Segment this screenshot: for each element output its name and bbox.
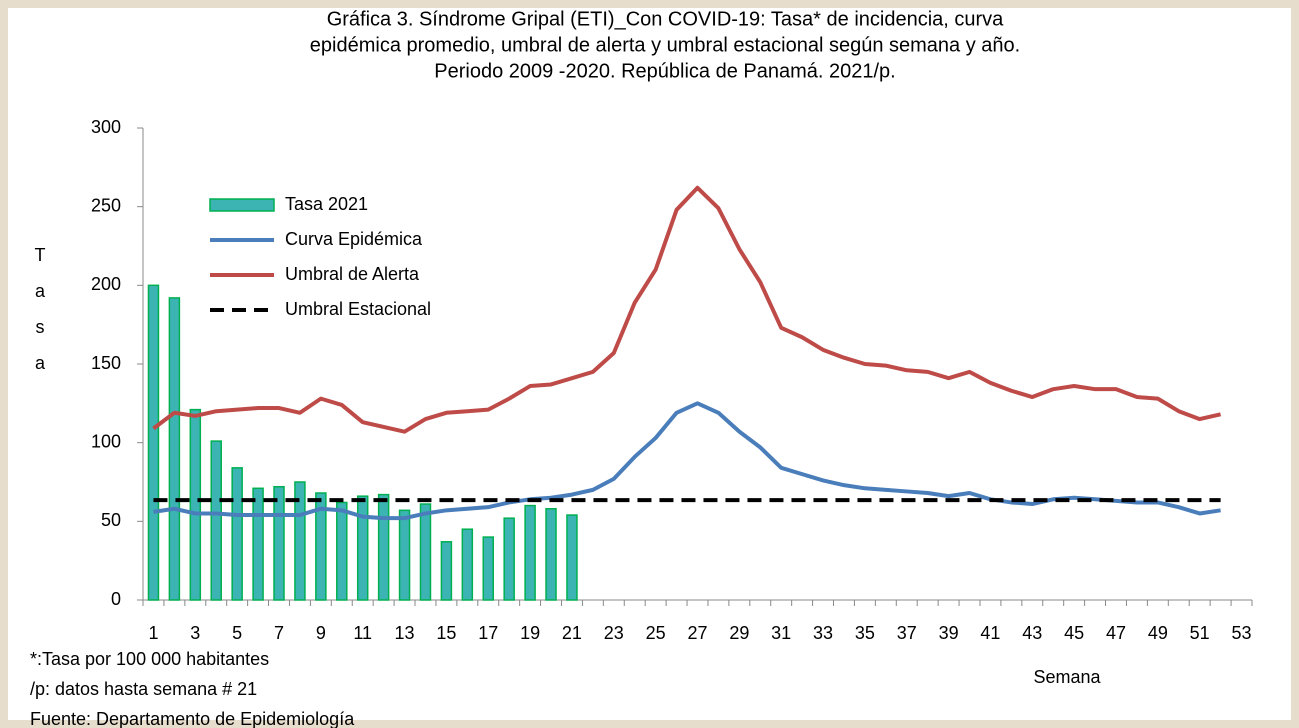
- y-tick-label: 100: [91, 431, 121, 451]
- legend-label: Curva Epidémica: [285, 229, 423, 249]
- bar: [210, 440, 222, 601]
- x-tick-label: 9: [316, 623, 326, 643]
- bar: [356, 495, 369, 601]
- bar: [440, 541, 453, 601]
- bar: [294, 481, 306, 601]
- x-tick-label: 3: [190, 623, 200, 643]
- legend-label: Umbral de Alerta: [285, 264, 420, 284]
- bar: [545, 507, 557, 601]
- x-tick-label: 49: [1148, 623, 1168, 643]
- legend-label: Umbral Estacional: [285, 299, 431, 319]
- y-tick-label: 150: [91, 353, 121, 373]
- bar: [315, 492, 327, 601]
- bar: [482, 536, 495, 601]
- x-tick-label: 25: [646, 623, 666, 643]
- x-tick-label: 19: [520, 623, 540, 643]
- bar: [252, 487, 264, 601]
- x-tick-label: 43: [1022, 623, 1042, 643]
- bar: [147, 284, 160, 601]
- bar: [419, 503, 432, 601]
- y-tick-label: 300: [91, 117, 121, 137]
- legend-swatch: [209, 198, 275, 212]
- bar: [566, 514, 578, 601]
- bar: [398, 509, 411, 601]
- bar: [189, 408, 202, 601]
- x-tick-label: 29: [729, 623, 749, 643]
- legend-label: Tasa 2021: [285, 194, 368, 214]
- line: [152, 185, 1222, 434]
- x-tick-label: 27: [687, 623, 707, 643]
- note: /p: datos hasta semana # 21: [30, 679, 257, 699]
- chart-title: Gráfica 3. Síndrome Gripal (ETI)_Con COV…: [327, 8, 1004, 30]
- x-tick-label: 45: [1064, 623, 1084, 643]
- x-tick-label: 39: [939, 623, 959, 643]
- bar: [231, 467, 243, 601]
- x-axis-label: Semana: [1033, 667, 1101, 687]
- x-tick-label: 35: [855, 623, 875, 643]
- x-tick-label: 1: [148, 623, 158, 643]
- x-tick-label: 37: [897, 623, 917, 643]
- x-tick-label: 31: [771, 623, 791, 643]
- bar: [168, 297, 181, 601]
- x-tick-label: 15: [436, 623, 456, 643]
- x-tick-label: 11: [353, 623, 372, 643]
- bar: [377, 493, 390, 601]
- x-tick-label: 41: [980, 623, 1000, 643]
- x-tick-label: 47: [1106, 623, 1126, 643]
- x-tick-label: 5: [232, 623, 242, 643]
- x-tick-label: 23: [604, 623, 624, 643]
- y-tick-label: 200: [91, 274, 121, 294]
- bar: [336, 501, 348, 601]
- y-tick-label: 250: [91, 195, 121, 215]
- bar: [503, 517, 515, 601]
- x-tick-label: 21: [562, 623, 582, 643]
- x-tick-label: 13: [395, 623, 415, 643]
- note: Fuente: Departamento de Epidemiología: [30, 709, 355, 728]
- x-tick-label: 7: [274, 623, 284, 643]
- x-tick-label: 33: [813, 623, 833, 643]
- x-tick-label: 51: [1190, 623, 1210, 643]
- y-tick-label: 0: [111, 589, 121, 609]
- chart-title: Periodo 2009 -2020. República de Panamá.…: [434, 60, 895, 82]
- bar: [273, 485, 285, 601]
- bar: [524, 504, 536, 601]
- y-tick-label: 50: [101, 510, 121, 530]
- plot-background: [8, 8, 1291, 720]
- bar: [461, 528, 474, 601]
- x-tick-label: 17: [478, 623, 498, 643]
- note: *:Tasa por 100 000 habitantes: [30, 649, 269, 669]
- chart-title: epidémica promedio, umbral de alerta y u…: [310, 34, 1020, 56]
- x-tick-label: 53: [1232, 623, 1252, 643]
